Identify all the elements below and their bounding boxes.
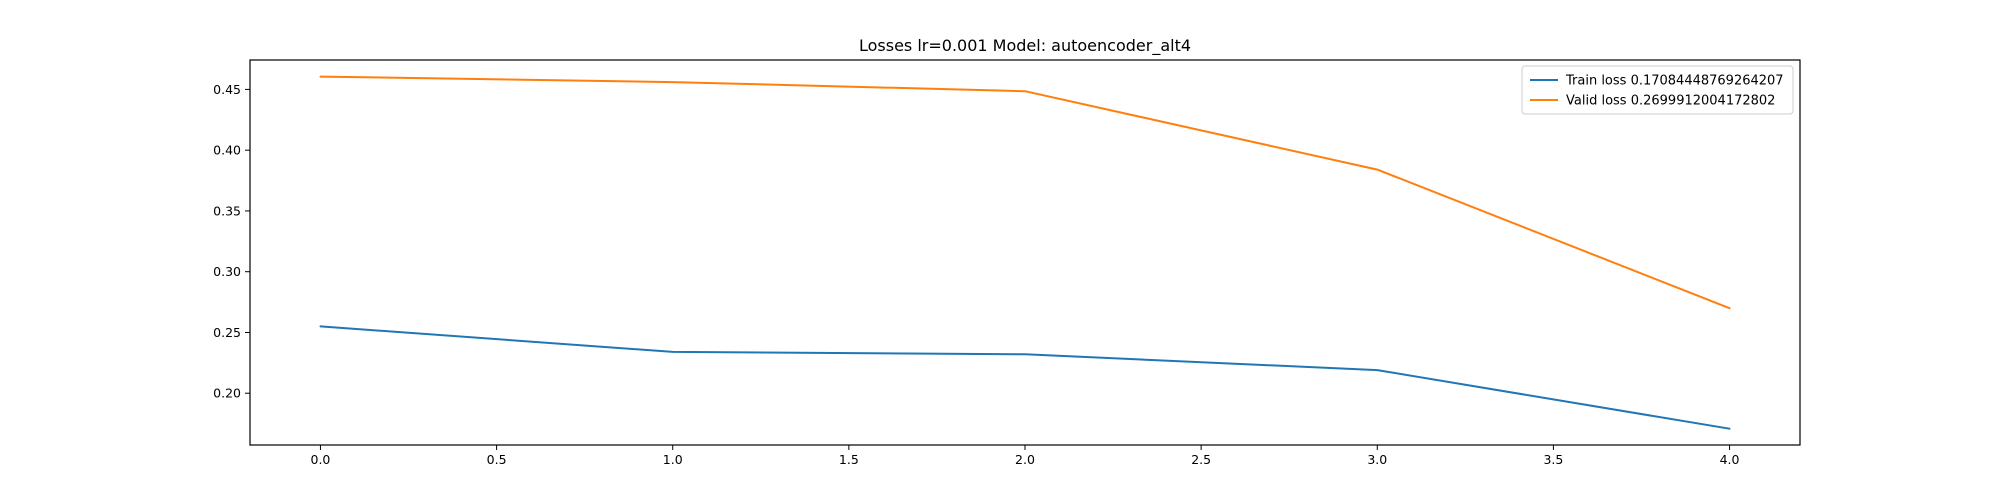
train-loss-line [319, 325, 1731, 430]
chart-title: Losses lr=0.001 Model: autoencoder_alt4 [859, 36, 1191, 56]
x-axis: 0.0 0.5 1.0 1.5 2.0 2.5 3.0 3.5 4.0 [311, 445, 1740, 467]
plot-area-frame [249, 59, 1801, 446]
x-tick-label: 4.0 [1720, 452, 1740, 467]
legend: Train loss 0.17084448769264207 Valid loss… [1521, 65, 1794, 115]
y-tick-label: 0.45 [213, 82, 241, 97]
y-tick-label: 0.30 [213, 264, 241, 279]
x-tick-label: 3.0 [1367, 452, 1387, 467]
valid-loss-line [319, 75, 1731, 310]
x-tick-label: 0.0 [311, 452, 331, 467]
x-tick-label: 3.5 [1543, 452, 1563, 467]
x-tick-label: 2.0 [1015, 452, 1035, 467]
x-tick-label: 1.0 [663, 452, 683, 467]
legend-label: Valid loss 0.2699912004172802 [1566, 94, 1775, 109]
legend-frame [1521, 65, 1794, 115]
y-tick-label: 0.25 [213, 325, 241, 340]
series-lines [319, 75, 1731, 430]
y-tick-label: 0.20 [213, 386, 241, 401]
legend-label: Train loss 0.17084448769264207 [1565, 74, 1784, 89]
axes [249, 59, 1801, 446]
x-tick-label: 2.5 [1191, 452, 1211, 467]
y-tick-label: 0.40 [213, 143, 241, 158]
y-axis: 0.20 0.25 0.30 0.35 0.40 0.45 [213, 82, 250, 401]
x-tick-label: 1.5 [839, 452, 859, 467]
y-tick-label: 0.35 [213, 203, 241, 218]
x-tick-label: 0.5 [487, 452, 507, 467]
